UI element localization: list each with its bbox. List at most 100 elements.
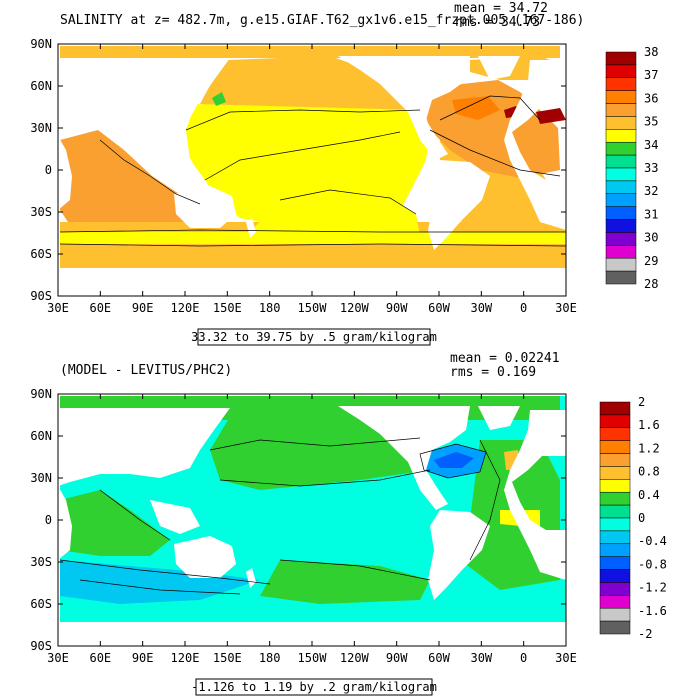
top-colorbar-label: 37	[644, 68, 658, 82]
bottom-contour-8	[99, 489, 171, 541]
bottom-ytick-label: 60S	[30, 597, 52, 611]
bottom-colorbar-label: -0.4	[638, 534, 667, 548]
bottom-colorbar-swatch	[599, 504, 631, 519]
top-xtick-label: 90W	[386, 301, 408, 315]
top-colorbar-swatch	[605, 141, 637, 156]
bottom-land-asia	[58, 408, 230, 486]
bottom-xtick-label: 120E	[171, 651, 200, 665]
bottom-contour-6	[419, 443, 487, 479]
top-colorbar-swatch	[605, 193, 637, 207]
bottom-land	[58, 406, 566, 646]
bottom-xtick-label: 30E	[555, 651, 577, 665]
bottom-land-europe-africa	[504, 410, 566, 580]
bottom-colorbar-swatch	[599, 569, 631, 583]
top-colorbar-swatch	[605, 129, 637, 143]
top-colorbar-swatch	[605, 257, 637, 272]
top-colorbar-label: 28	[644, 277, 658, 291]
top-colorbar-label: 32	[644, 184, 658, 198]
bottom-ytick-label: 0	[45, 513, 52, 527]
top-land-south-america	[428, 160, 490, 250]
bottom-colorbar-swatch	[599, 491, 631, 506]
bottom-ocean-south-band	[60, 560, 260, 604]
top-colorbar-swatch	[605, 116, 637, 130]
top-land-greenland	[478, 56, 520, 80]
top-xtick-label: 30E	[47, 301, 69, 315]
top-contours	[59, 95, 566, 247]
top-colorbar-swatch	[605, 154, 637, 169]
bottom-colorbar-label: -2	[638, 627, 652, 641]
bottom-ytick-label: 60N	[30, 429, 52, 443]
top-xtick-label: 150E	[213, 301, 242, 315]
bottom-colorbar-label: -0.8	[638, 557, 667, 571]
top-spot-japan	[212, 92, 226, 106]
top-land-nz	[246, 218, 256, 238]
top-ocean-south-pacific	[250, 198, 420, 240]
top-contour-3	[279, 189, 417, 215]
top-colorbar-swatch	[605, 219, 637, 233]
top-stripe-acc	[60, 232, 566, 244]
bottom-land-nz	[246, 568, 256, 588]
bottom-colorbar-label: 1.6	[638, 418, 660, 432]
bottom-colorbar-label: 0	[638, 511, 645, 525]
top-colorbar-label: 34	[644, 138, 658, 152]
bottom-land-north-america	[338, 406, 470, 510]
top-land	[58, 56, 566, 296]
top-contour-6	[99, 139, 201, 205]
top-colorbar-swatch	[605, 206, 637, 220]
top-ytick-label: 30N	[30, 121, 52, 135]
bottom-contours	[59, 437, 501, 595]
top-map	[58, 44, 566, 296]
bottom-colorbar-label: 2	[638, 395, 645, 409]
top-colorbar-swatch	[605, 64, 637, 79]
top-contour-1	[185, 109, 421, 131]
top-xtick-label: 180	[259, 301, 281, 315]
bottom-contour-3	[59, 559, 271, 585]
bottom-xtick-label: 150E	[213, 651, 242, 665]
bottom-stat-mean: mean = 0.02241	[450, 351, 560, 366]
top-panel: SALINITY at z= 482.7m, g.e15.GIAF.T62_gx…	[30, 1, 658, 346]
top-land-north-america	[338, 56, 470, 160]
bottom-xtick-label: 150W	[298, 651, 328, 665]
top-stat-mean: mean = 34.72	[454, 1, 548, 16]
top-colorbar-label: 31	[644, 207, 658, 221]
bottom-axes: 30E 60E 90E 120E 150E 180 150W 120W 90W 60W 30W 0 30…	[30, 387, 577, 665]
bottom-title: (MODEL - LEVITUS/PHC2)	[60, 363, 232, 378]
bottom-ytick-label: 90S	[30, 639, 52, 653]
top-stat-rms: rms = 34.73	[454, 15, 540, 30]
top-land-maritime	[150, 150, 200, 184]
top-colorbar-swatch	[605, 232, 637, 246]
bottom-ocean-gulf-core	[434, 452, 474, 468]
top-stripe-deep	[60, 244, 566, 256]
bottom-colorbar-swatch	[599, 427, 631, 441]
bottom-contour-2	[219, 469, 431, 487]
top-contour-2	[204, 131, 401, 181]
bottom-colorbar-swatch	[599, 466, 631, 480]
top-xtick-label: 60W	[428, 301, 450, 315]
top-colorbar: 38 37 36 35 34 33 32 31 30 29 28	[605, 45, 658, 291]
top-contour-8	[439, 95, 541, 121]
top-land-europe-africa	[504, 60, 566, 230]
bottom-colorbar-swatch	[599, 401, 631, 416]
bottom-land-antarctica	[58, 622, 566, 646]
top-colorbar-swatch	[605, 77, 637, 91]
top-colorbar-label: 36	[644, 91, 658, 105]
bottom-colorbar-swatch	[599, 607, 631, 622]
top-land-antarctica	[58, 268, 566, 296]
bottom-colorbar-swatch	[599, 556, 631, 570]
top-axes: 30E 60E 90E 120E 150E 180 150W 120W 90W 60W 30W 0 30…	[30, 37, 577, 315]
bottom-contour-4	[79, 579, 241, 595]
top-contour-5	[59, 243, 566, 247]
top-ocean-indian	[60, 130, 200, 226]
bottom-xtick-label: 0	[520, 651, 527, 665]
top-xtick-label: 0	[520, 301, 527, 315]
bottom-colorbar-label: 0.4	[638, 488, 660, 502]
top-colorbar-label: 30	[644, 231, 658, 245]
bottom-colorbar-swatch	[599, 595, 631, 609]
top-xtick-label: 90E	[132, 301, 154, 315]
top-xtick-label: 30W	[470, 301, 492, 315]
bottom-range-box	[195, 678, 433, 696]
bottom-stat-rms: rms = 0.169	[450, 365, 536, 380]
top-colorbar-swatch	[605, 180, 637, 195]
bottom-land-greenland	[478, 406, 520, 430]
